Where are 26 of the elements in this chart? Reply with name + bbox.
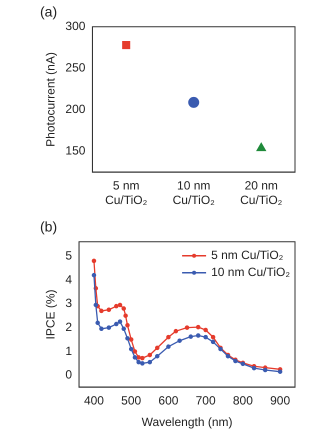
x-tick-label: 600 (158, 394, 179, 408)
legend-label: 5 nm Cu/TiO₂ (211, 248, 284, 262)
y-tick-label: 300 (65, 19, 86, 34)
y-tick-label: 200 (65, 102, 86, 116)
x-tick-label: 500 (121, 394, 142, 408)
x-tick-label: 400 (84, 394, 104, 408)
y-tick-label: 4 (65, 272, 72, 286)
legend-label: 10 nm Cu/TiO₂ (211, 265, 290, 280)
x-tick-label: 20 nm Cu/TiO₂ (240, 178, 283, 208)
x-tick-label: 800 (232, 394, 254, 408)
x-tick-label: 900 (270, 394, 290, 408)
y-tick-label: 2 (65, 320, 72, 334)
x-axis-title: Wavelength (nm) (142, 415, 232, 430)
x-tick-label: 5 nm Cu/TiO₂ (105, 178, 148, 208)
y-tick-label: 0 (65, 368, 72, 382)
y-axis-title: Photocurrent (nA) (44, 52, 58, 147)
y-tick-label: 5 (65, 248, 72, 262)
y-tick-label: 1 (65, 344, 72, 358)
y-tick-label: 150 (65, 144, 86, 158)
y-tick-label: 3 (65, 296, 72, 310)
chart-title: (a) (40, 3, 58, 20)
chart-title: (b) (40, 218, 58, 234)
y-tick-label: 250 (65, 60, 86, 75)
x-tick-label: 700 (196, 394, 216, 408)
x-tick-label: 10 nm Cu/TiO₂ (172, 178, 216, 208)
y-axis-title: IPCE (%) (44, 289, 58, 340)
